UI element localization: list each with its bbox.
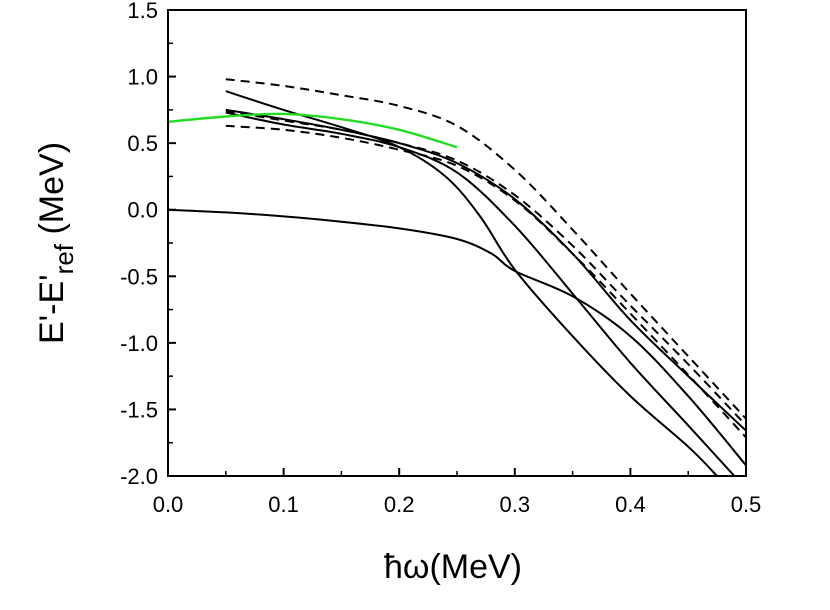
series-solid-c (225, 108, 746, 432)
y-axis-label-unit: (MeV) (33, 142, 71, 244)
series-dashed-low (225, 124, 746, 439)
x-axis-label: ħω(MeV) (384, 548, 522, 586)
y-tick-label-7: 1.5 (127, 0, 158, 23)
x-tick-label-4: 0.4 (615, 492, 646, 517)
y-tick-label-1: -1.5 (120, 397, 158, 422)
ticks-layer: 0.0 0.1 0.2 0.3 0.4 0.5 -2.0 -1.5 -1.0 -0.5 0.0 0.5… (120, 0, 761, 517)
series-dashed-mid (225, 110, 746, 427)
series-dashed-top (225, 78, 746, 420)
y-tick-label-0: -2.0 (120, 464, 158, 489)
y-tick-label-6: 1.0 (127, 65, 158, 90)
series-reference (168, 208, 746, 466)
y-axis-label-main: E'-E' (33, 274, 71, 344)
x-tick-label-1: 0.1 (268, 492, 299, 517)
y-tick-label-4: 0.0 (127, 198, 158, 223)
plot-frame (167, 9, 747, 477)
x-tick-label-3: 0.3 (500, 492, 531, 517)
series-green (168, 112, 458, 149)
svg-text:E'-E'ref (MeV): E'-E'ref (MeV) (33, 142, 79, 344)
y-tick-label-3: -0.5 (120, 264, 158, 289)
x-tick-label-5: 0.5 (731, 492, 762, 517)
x-tick-label-2: 0.2 (384, 492, 415, 517)
series-solid-a (225, 90, 718, 476)
series-group (168, 78, 746, 476)
y-tick-label-5: 0.5 (127, 131, 158, 156)
x-tick-label-0: 0.0 (153, 492, 184, 517)
y-tick-label-2: -1.0 (120, 331, 158, 356)
y-axis-label-sub: ref (49, 243, 79, 274)
series-solid-b (225, 111, 736, 476)
y-axis-label: E'-E'ref (MeV) (33, 142, 79, 344)
series-layer (168, 78, 746, 476)
